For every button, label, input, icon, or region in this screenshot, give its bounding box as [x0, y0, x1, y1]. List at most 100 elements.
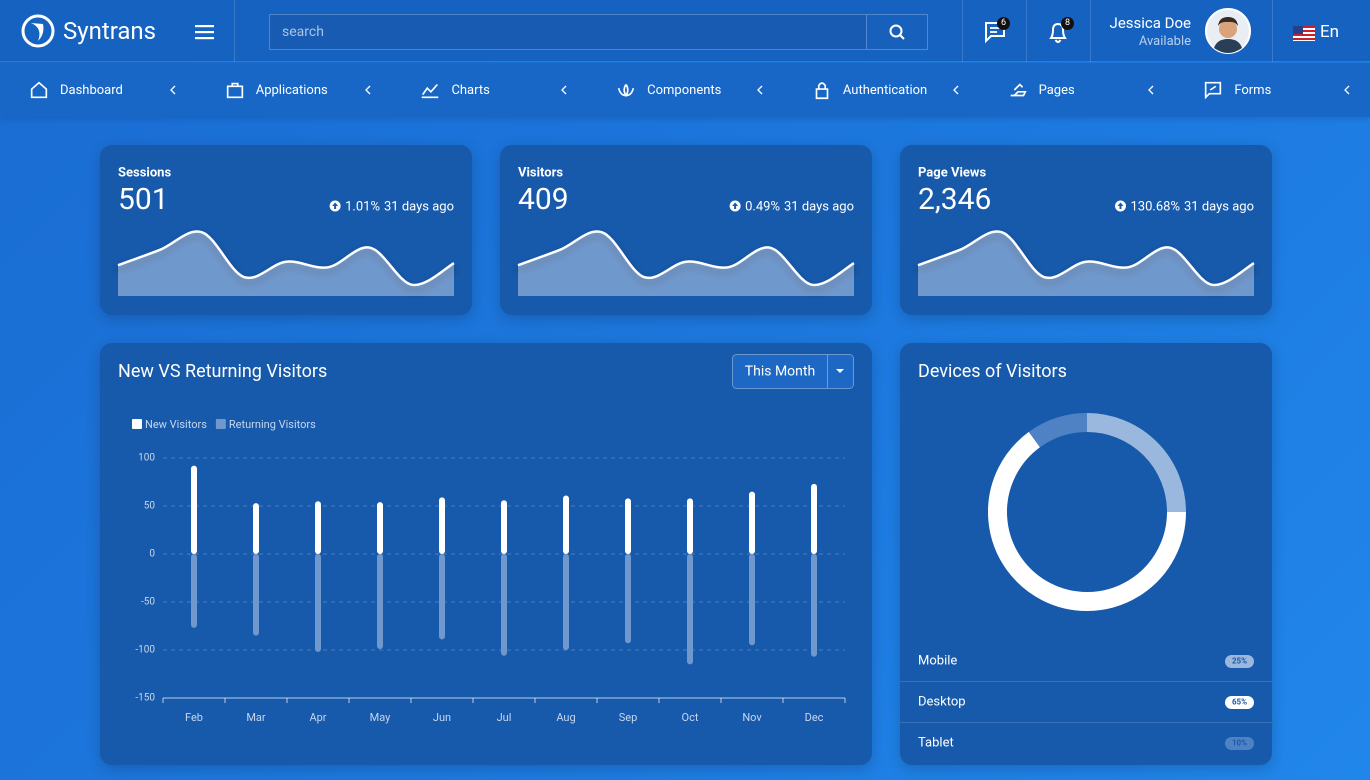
nav-label: Applications	[255, 82, 328, 98]
bar	[625, 554, 631, 644]
icon-shape	[226, 82, 243, 99]
stat-period: 31 days ago	[784, 199, 854, 214]
stat-change: 0.49%	[745, 199, 780, 214]
messages-badge: 6	[997, 17, 1010, 30]
y-tick-label: 0	[149, 549, 155, 560]
divider	[234, 0, 235, 62]
stat-value: 501	[118, 182, 169, 217]
chevron-shape	[952, 85, 959, 95]
stat-title: Page Views	[918, 165, 986, 180]
bar	[377, 502, 383, 554]
bar	[563, 554, 569, 650]
x-tick-label: Dec	[805, 711, 824, 724]
nav-item[interactable]: Dashboard	[0, 63, 196, 117]
change-arrow	[332, 202, 339, 209]
chevron	[561, 85, 567, 95]
chevron	[1148, 85, 1154, 95]
chevron-shape	[561, 85, 567, 95]
donut-slice	[1086, 413, 1186, 513]
nav-label: Charts	[451, 82, 490, 98]
x-tick-label: Jul	[497, 711, 512, 724]
notifications-icon[interactable]	[1047, 21, 1071, 45]
trend-line	[117, 230, 455, 287]
filter-dropdown[interactable]	[732, 354, 854, 389]
device-label: Desktop	[918, 694, 966, 709]
y-tick-label: -150	[135, 693, 155, 704]
icon-shape	[1205, 81, 1222, 100]
nav-icon	[422, 83, 439, 99]
nav-item[interactable]: Components	[587, 63, 783, 117]
y-tick-label: 100	[138, 453, 155, 464]
donut-slice	[1028, 413, 1088, 448]
dropdown-caret	[836, 369, 844, 373]
x-tick-label: Aug	[556, 711, 575, 724]
nav-item[interactable]: Authentication	[783, 63, 979, 117]
stat-period: 31 days ago	[384, 199, 454, 214]
stat-card: Page Views 2,346 31 days ago 130.68%	[900, 145, 1272, 315]
divider	[1026, 0, 1027, 62]
divider	[1090, 0, 1091, 62]
nav-label: Dashboard	[60, 82, 123, 98]
chevron-shape	[756, 85, 763, 95]
stat-svg: Visitors 409 31 days ago 0.49%	[516, 165, 856, 296]
nav-item[interactable]: Applications	[196, 63, 392, 117]
bar	[625, 498, 631, 554]
user-name: Jessica Doe	[1109, 14, 1191, 32]
x-tick-label: Mar	[246, 711, 266, 724]
top-bar: Syntrans search 6 8 Jessica Doe Availabl…	[0, 0, 1370, 62]
chevron	[169, 85, 176, 95]
x-tick-label: Oct	[682, 711, 699, 724]
nav-icon	[815, 82, 829, 100]
chevron-shape	[365, 85, 371, 95]
nav-label: Components	[647, 82, 722, 98]
nav-icon	[226, 82, 243, 99]
chevron	[756, 85, 763, 95]
nav-label: Authentication	[842, 82, 928, 98]
icon-shape	[30, 81, 48, 99]
x-tick-label: Feb	[185, 711, 203, 724]
search-button[interactable]	[866, 14, 928, 50]
devices-card: Devices of Visitors Mobile 25% Desktop 65% T…	[900, 343, 1272, 765]
bar	[749, 554, 755, 646]
nav-item[interactable]: Pages	[979, 63, 1175, 117]
change-arrow	[1117, 202, 1124, 209]
search-input[interactable]: search	[269, 14, 867, 50]
nav-item[interactable]: Forms	[1174, 63, 1370, 117]
nav-label: Pages	[1038, 82, 1075, 98]
bar	[191, 554, 197, 628]
bar	[315, 554, 321, 652]
avatar[interactable]	[1205, 8, 1251, 54]
bar	[811, 483, 817, 554]
bar	[687, 554, 693, 665]
icon-shape	[815, 82, 829, 100]
percent-badge	[1225, 737, 1254, 750]
x-tick-label: May	[370, 711, 392, 724]
percent-badge	[1225, 696, 1254, 709]
stat-svg: Page Views 2,346 31 days ago 130.68%	[916, 165, 1256, 296]
change-arrow	[732, 202, 739, 209]
stat-title: Sessions	[118, 165, 171, 180]
percent-label: 65%	[1232, 698, 1247, 707]
legend-swatch	[132, 419, 142, 429]
stat-value: 409	[518, 182, 569, 217]
bar	[253, 554, 259, 636]
bar	[315, 501, 321, 554]
chevron	[365, 85, 371, 95]
bar	[501, 500, 507, 554]
stat-change: 1.01%	[345, 199, 380, 214]
nav-icon	[618, 84, 635, 97]
flag-icon	[1293, 26, 1315, 41]
devices-chart: Devices of Visitors Mobile 25% Desktop 65% T…	[900, 361, 1272, 750]
nav-item[interactable]: Charts	[391, 63, 587, 117]
brand: Syntrans	[63, 17, 157, 45]
chevron	[1344, 85, 1350, 95]
nav-icon	[1010, 83, 1027, 97]
nav-label: Forms	[1234, 82, 1272, 98]
language[interactable]: En	[1320, 22, 1340, 42]
bar	[377, 554, 383, 650]
menu-button[interactable]	[195, 24, 215, 40]
y-tick-label: -50	[141, 597, 155, 608]
x-tick-label: Jun	[433, 711, 451, 724]
logo	[21, 14, 55, 48]
